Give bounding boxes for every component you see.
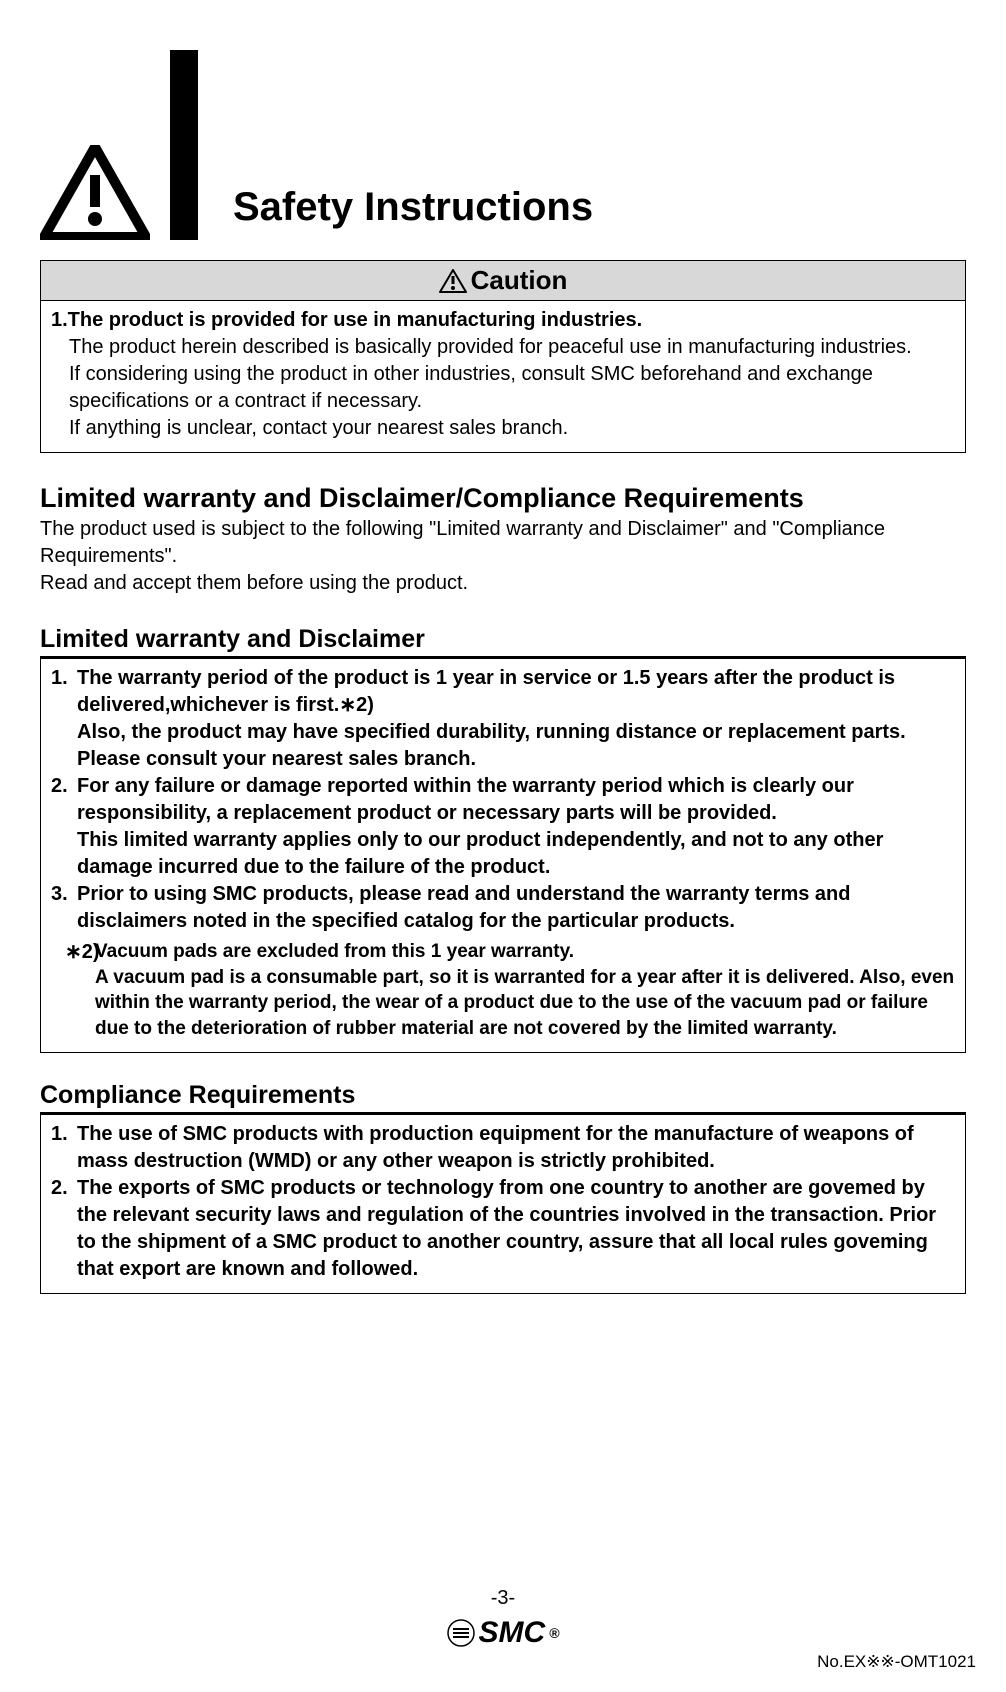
- warranty-item-2: 2. For any failure or damage reported wi…: [51, 773, 955, 881]
- compliance-item-2-num: 2.: [51, 1175, 77, 1283]
- document-number: No.EX※※-OMT1021: [817, 1652, 976, 1672]
- main-section-subtitle: The product used is subject to the follo…: [40, 516, 966, 597]
- warranty-item-3-text: Prior to using SMC products, please read…: [77, 881, 955, 935]
- warranty-item-3-num: 3.: [51, 881, 77, 935]
- warranty-item-1-num: 1.: [51, 665, 77, 773]
- caution-triangle-icon: [439, 269, 467, 293]
- page-header: Safety Instructions: [40, 50, 966, 240]
- caution-body: 1.The product is provided for use in man…: [41, 301, 965, 452]
- compliance-item-1: 1. The use of SMC products with producti…: [51, 1121, 955, 1175]
- warranty-item-1-text: The warranty period of the product is 1 …: [77, 665, 955, 773]
- smc-logo-text: SMC: [479, 1616, 546, 1650]
- page-footer: -3- SMC®: [0, 1587, 1006, 1652]
- warranty-box: 1. The warranty period of the product is…: [40, 658, 966, 1053]
- warranty-item-1: 1. The warranty period of the product is…: [51, 665, 955, 773]
- main-section-title: Limited warranty and Disclaimer/Complian…: [40, 483, 966, 514]
- warranty-item-2-text: For any failure or damage reported withi…: [77, 773, 955, 881]
- page-number: -3-: [0, 1587, 1006, 1610]
- caution-box: Caution 1.The product is provided for us…: [40, 260, 966, 453]
- vertical-divider-bar: [170, 50, 198, 240]
- warning-triangle-icon: [40, 145, 150, 240]
- compliance-item-1-num: 1.: [51, 1121, 77, 1175]
- compliance-item-1-text: The use of SMC products with production …: [77, 1121, 955, 1175]
- caution-line-3: If anything is unclear, contact your nea…: [51, 415, 955, 442]
- smc-logo-icon: [447, 1619, 475, 1647]
- caution-header: Caution: [41, 261, 965, 301]
- caution-line-1: The product herein described is basicall…: [51, 334, 955, 361]
- compliance-item-2-text: The exports of SMC products or technolog…: [77, 1175, 955, 1283]
- main-title: Safety Instructions: [233, 185, 593, 230]
- caution-label: Caution: [471, 265, 568, 296]
- warranty-title: Limited warranty and Disclaimer: [40, 625, 966, 658]
- warranty-item-2-num: 2.: [51, 773, 77, 881]
- smc-logo: SMC®: [447, 1616, 560, 1650]
- warranty-item-3: 3. Prior to using SMC products, please r…: [51, 881, 955, 935]
- caution-line-2: If considering using the product in othe…: [51, 361, 955, 415]
- compliance-box: 1. The use of SMC products with producti…: [40, 1114, 966, 1294]
- compliance-item-2: 2. The exports of SMC products or techno…: [51, 1175, 955, 1283]
- warranty-footnote-marker: ∗2): [51, 939, 95, 1042]
- caution-bold-line: 1.The product is provided for use in man…: [51, 307, 955, 334]
- compliance-title: Compliance Requirements: [40, 1081, 966, 1114]
- warranty-footnote-text: Vacuum pads are excluded from this 1 yea…: [95, 939, 955, 1042]
- warranty-footnote: ∗2) Vacuum pads are excluded from this 1…: [51, 939, 955, 1042]
